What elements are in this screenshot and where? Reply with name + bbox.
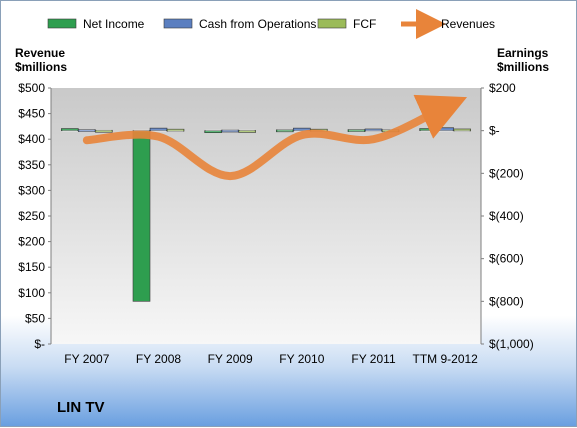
right-tick-label: $(1,000) (489, 337, 534, 351)
bar-highlight (294, 129, 310, 132)
x-tick-label: FY 2010 (279, 352, 324, 366)
bar-highlight (239, 129, 255, 132)
left-tick-label: $250 (18, 209, 45, 223)
left-axis-title: Revenue (15, 46, 65, 60)
legend-label: FCF (353, 17, 376, 31)
revenue-line-path (82, 94, 468, 181)
left-tick-label: $- (34, 337, 45, 351)
x-tick-label: TTM 9-2012 (412, 352, 478, 366)
right-tick-label: $(200) (489, 166, 524, 180)
plot-area (51, 88, 481, 344)
legend-label: Revenues (441, 17, 495, 31)
left-axis: $- $50 $100 $150 $200 $250 $300 $350 $400 $450 $50… (18, 81, 52, 351)
left-tick-label: $100 (18, 286, 45, 300)
right-tick-label: $- (489, 124, 500, 138)
left-tick-label: $350 (18, 158, 45, 172)
company-title: LIN TV (57, 399, 105, 416)
left-tick-label: $150 (18, 260, 45, 274)
x-axis: FY 2007 FY 2008 FY 2009 FY 2010 FY 2011 TTM 9… (64, 352, 478, 366)
bar-highlight (62, 129, 78, 132)
bar-highlight (151, 129, 166, 132)
left-tick-label: $50 (25, 311, 45, 325)
right-tick-label: $(400) (489, 209, 524, 223)
bar-highlight (205, 129, 221, 132)
legend-swatch (317, 18, 347, 29)
legend: Net Income Cash from Operations FCF Revenue… (47, 9, 495, 39)
right-tick-label: $(600) (489, 252, 524, 266)
x-tick-label: FY 2007 (64, 352, 109, 366)
left-axis-title: $millions (15, 60, 67, 74)
bar (132, 130, 151, 302)
bar-highlight (277, 129, 293, 132)
x-tick-label: FY 2011 (351, 352, 396, 366)
right-axis-title: $millions (497, 60, 549, 74)
left-tick-label: $400 (18, 132, 45, 146)
bar-highlight (96, 129, 112, 132)
left-tick-label: $500 (18, 81, 45, 95)
legend-label: Cash from Operations (199, 17, 316, 31)
bar-highlight (437, 129, 453, 132)
bar (166, 128, 185, 132)
bar-highlight (79, 129, 95, 132)
left-tick-label: $450 (18, 107, 45, 121)
bar-highlight (168, 129, 183, 132)
left-tick-label: $200 (18, 235, 45, 249)
legend-label: Net Income (83, 17, 145, 31)
bar (95, 129, 113, 133)
x-tick-label: FY 2008 (136, 352, 181, 366)
bar-highlight (349, 129, 364, 132)
right-axis: $(1,000) $(800) $(600) $(400) $(200) $- $200 (480, 81, 534, 351)
bar-highlight (454, 129, 470, 132)
right-axis-title: Earnings (497, 46, 549, 60)
legend-swatch (47, 18, 77, 29)
right-tick-label: $200 (489, 81, 516, 95)
bar-highlight (366, 129, 381, 132)
x-tick-label: FY 2009 (208, 352, 253, 366)
revenue-line (82, 94, 468, 181)
left-tick-label: $300 (18, 183, 45, 197)
right-tick-label: $(800) (489, 294, 524, 308)
legend-swatch (163, 18, 193, 29)
bar-highlight (222, 129, 238, 132)
bar-highlight (420, 129, 436, 132)
bar (238, 130, 256, 133)
